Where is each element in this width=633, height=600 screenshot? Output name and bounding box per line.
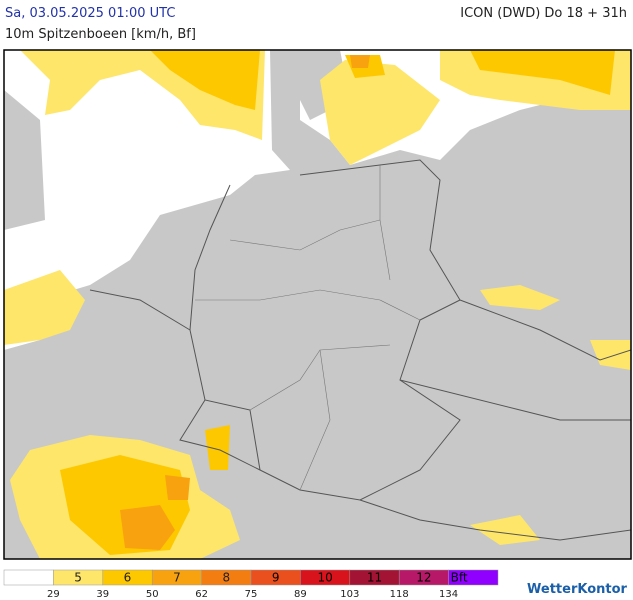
legend-boundary-label: 89: [294, 589, 307, 600]
legend-boundary-label: 103: [340, 589, 359, 600]
legend-class-label: 10: [317, 571, 332, 585]
parameter-label: 10m Spitzenboeen [km/h, Bf]: [5, 27, 196, 42]
legend-swatch: [448, 569, 499, 586]
legend-class-label: 5: [74, 571, 82, 585]
legend-boundary-label: 75: [245, 589, 258, 600]
legend-class-label: 9: [272, 571, 280, 585]
time-label: Sa, 03.05.2025 01:00 UTC: [5, 6, 176, 21]
legend-boundary-label: 118: [390, 589, 409, 600]
logo: WetterKontor: [527, 582, 628, 597]
map-frame: [3, 49, 632, 560]
legend-swatch: [3, 569, 54, 586]
legend-class-label: 8: [222, 571, 230, 585]
legend-class-label: Bft: [451, 571, 468, 585]
legend-class-label: 12: [416, 571, 431, 585]
legend-boundary-label: 134: [439, 589, 458, 600]
model-label: ICON (DWD) Do 18 + 31h: [460, 6, 627, 21]
legend-class-label: 6: [124, 571, 132, 585]
legend-boundary-label: 50: [146, 589, 159, 600]
legend-boundary-label: 39: [96, 589, 109, 600]
legend-class-label: 7: [173, 571, 181, 585]
legend-class-label: 11: [367, 571, 382, 585]
legend-boundary-label: 62: [195, 589, 208, 600]
map-layer: [4, 50, 631, 559]
legend-boundary-label: 29: [47, 589, 60, 600]
